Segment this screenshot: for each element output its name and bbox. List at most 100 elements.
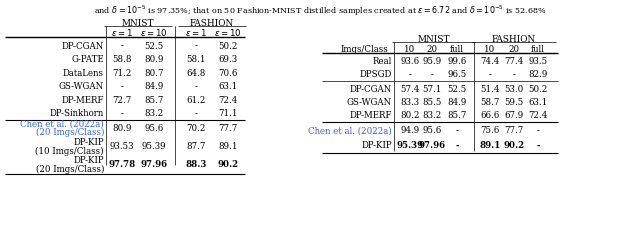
Text: 99.6: 99.6	[447, 57, 467, 66]
Text: 71.1: 71.1	[218, 109, 237, 118]
Text: (20 Imgs/Class): (20 Imgs/Class)	[35, 128, 104, 137]
Text: 95.39: 95.39	[141, 142, 166, 151]
Text: 95.9: 95.9	[422, 57, 442, 66]
Text: 52.5: 52.5	[447, 85, 467, 94]
Text: -: -	[513, 70, 515, 79]
Text: 80.7: 80.7	[144, 68, 164, 77]
Text: G-PATE: G-PATE	[71, 55, 104, 64]
Text: 77.7: 77.7	[218, 123, 237, 132]
Text: 71.2: 71.2	[112, 68, 132, 77]
Text: 83.2: 83.2	[145, 109, 164, 118]
Text: 10: 10	[484, 44, 495, 53]
Text: DP-MERF: DP-MERF	[349, 111, 392, 120]
Text: 61.2: 61.2	[186, 95, 205, 104]
Text: 89.1: 89.1	[479, 140, 500, 149]
Text: $\epsilon=1$: $\epsilon=1$	[111, 27, 133, 38]
Text: Imgs/Class: Imgs/Class	[340, 44, 388, 53]
Text: 93.5: 93.5	[529, 57, 548, 66]
Text: 89.1: 89.1	[218, 142, 237, 151]
Text: 85.7: 85.7	[144, 95, 164, 104]
Text: 82.9: 82.9	[528, 70, 548, 79]
Text: 77.7: 77.7	[504, 126, 524, 135]
Text: 80.9: 80.9	[144, 55, 164, 64]
Text: 85.7: 85.7	[447, 111, 467, 120]
Text: 97.78: 97.78	[108, 160, 136, 169]
Text: 74.4: 74.4	[481, 57, 500, 66]
Text: MNIST: MNIST	[417, 34, 450, 43]
Text: -: -	[120, 41, 124, 50]
Text: 83.3: 83.3	[401, 98, 420, 107]
Text: DP-CGAN: DP-CGAN	[61, 41, 104, 50]
Text: -: -	[488, 70, 492, 79]
Text: Chen et al. (2022a): Chen et al. (2022a)	[20, 119, 104, 128]
Text: 95.6: 95.6	[145, 123, 164, 132]
Text: 63.1: 63.1	[218, 82, 237, 91]
Text: DP-MERF: DP-MERF	[61, 95, 104, 104]
Text: 84.9: 84.9	[447, 98, 467, 107]
Text: 87.7: 87.7	[186, 142, 205, 151]
Text: DPSGD: DPSGD	[360, 70, 392, 79]
Text: FASHION: FASHION	[190, 18, 234, 27]
Text: -: -	[536, 140, 540, 149]
Text: -: -	[195, 109, 197, 118]
Text: 96.5: 96.5	[447, 70, 467, 79]
Text: MNIST: MNIST	[122, 18, 154, 27]
Text: 80.9: 80.9	[112, 123, 132, 132]
Text: full: full	[531, 44, 545, 53]
Text: 85.5: 85.5	[422, 98, 442, 107]
Text: 84.9: 84.9	[144, 82, 164, 91]
Text: DP-KIP: DP-KIP	[362, 140, 392, 149]
Text: 70.6: 70.6	[218, 68, 237, 77]
Text: 64.8: 64.8	[186, 68, 205, 77]
Text: 57.1: 57.1	[422, 85, 442, 94]
Text: (10 Imgs/Class): (10 Imgs/Class)	[35, 146, 104, 155]
Text: -: -	[456, 126, 458, 135]
Text: 72.4: 72.4	[218, 95, 237, 104]
Text: DP-CGAN: DP-CGAN	[349, 85, 392, 94]
Text: 50.2: 50.2	[218, 41, 237, 50]
Text: Chen et al. (2022a): Chen et al. (2022a)	[308, 126, 392, 135]
Text: 50.2: 50.2	[528, 85, 548, 94]
Text: 70.2: 70.2	[186, 123, 205, 132]
Text: 10: 10	[404, 44, 415, 53]
Text: DataLens: DataLens	[63, 68, 104, 77]
Text: DP-KIP: DP-KIP	[74, 156, 104, 165]
Text: $\epsilon=1$: $\epsilon=1$	[185, 27, 207, 38]
Text: $\epsilon=10$: $\epsilon=10$	[140, 27, 168, 38]
Text: 53.0: 53.0	[504, 85, 524, 94]
Text: 58.7: 58.7	[480, 98, 500, 107]
Text: -: -	[120, 82, 124, 91]
Text: 90.2: 90.2	[504, 140, 525, 149]
Text: 69.3: 69.3	[218, 55, 237, 64]
Text: 72.7: 72.7	[113, 95, 132, 104]
Text: 52.5: 52.5	[145, 41, 164, 50]
Text: -: -	[195, 41, 197, 50]
Text: 97.96: 97.96	[419, 140, 445, 149]
Text: -: -	[195, 82, 197, 91]
Text: GS-WGAN: GS-WGAN	[347, 98, 392, 107]
Text: 83.2: 83.2	[422, 111, 442, 120]
Text: 93.53: 93.53	[109, 142, 134, 151]
Text: 75.6: 75.6	[481, 126, 500, 135]
Text: Real: Real	[372, 57, 392, 66]
Text: 58.8: 58.8	[112, 55, 132, 64]
Text: 51.4: 51.4	[480, 85, 500, 94]
Text: DP-KIP: DP-KIP	[74, 137, 104, 146]
Text: 94.9: 94.9	[401, 126, 420, 135]
Text: 97.96: 97.96	[140, 160, 168, 169]
Text: 77.4: 77.4	[504, 57, 524, 66]
Text: 20: 20	[508, 44, 520, 53]
Text: and $\delta = 10^{-5}$ is 97.35%; that on 50 Fashion-MNIST distilled samples cre: and $\delta = 10^{-5}$ is 97.35%; that o…	[93, 4, 547, 18]
Text: 72.4: 72.4	[529, 111, 548, 120]
Text: GS-WGAN: GS-WGAN	[59, 82, 104, 91]
Text: DP-Sinkhorn: DP-Sinkhorn	[50, 109, 104, 118]
Text: 95.39: 95.39	[396, 140, 424, 149]
Text: 59.5: 59.5	[504, 98, 524, 107]
Text: 67.9: 67.9	[504, 111, 524, 120]
Text: $\epsilon=10$: $\epsilon=10$	[214, 27, 242, 38]
Text: 63.1: 63.1	[529, 98, 548, 107]
Text: 90.2: 90.2	[218, 160, 239, 169]
Text: 20: 20	[426, 44, 438, 53]
Text: 57.4: 57.4	[401, 85, 420, 94]
Text: 66.6: 66.6	[481, 111, 500, 120]
